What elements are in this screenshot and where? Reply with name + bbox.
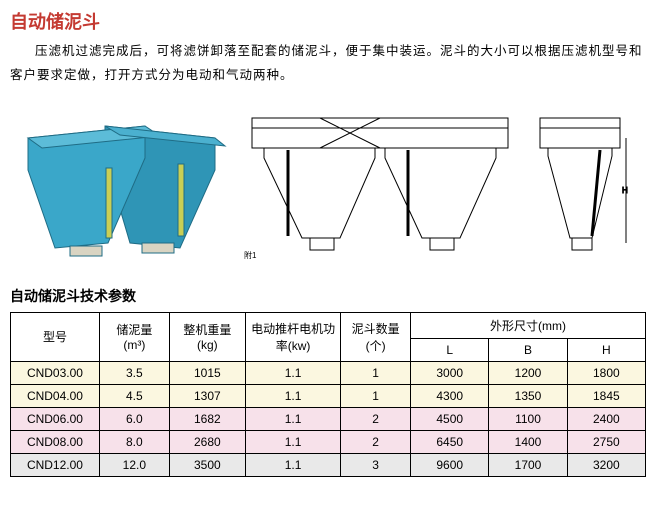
col-volume: 储泥量(m³): [99, 312, 169, 361]
table-row: CND08.008.026801.12645014002750: [11, 430, 646, 453]
cell-count: 2: [341, 407, 411, 430]
cell-model: CND03.00: [11, 361, 100, 384]
cell-B: 1100: [489, 407, 567, 430]
cell-weight: 1015: [169, 361, 245, 384]
cell-count: 3: [341, 453, 411, 476]
cell-H: 2750: [567, 430, 645, 453]
table-row: CND12.0012.035001.13960017003200: [11, 453, 646, 476]
cell-L: 4500: [411, 407, 489, 430]
col-weight: 整机重量(kg): [169, 312, 245, 361]
figure-row: 附1 H: [10, 98, 646, 268]
cell-power: 1.1: [245, 453, 340, 476]
technical-drawing-front: 附1: [240, 98, 520, 268]
cell-volume: 4.5: [99, 384, 169, 407]
cell-H: 3200: [567, 453, 645, 476]
cell-B: 1350: [489, 384, 567, 407]
product-photo: [10, 98, 230, 268]
cell-power: 1.1: [245, 361, 340, 384]
col-B: B: [489, 338, 567, 361]
cell-L: 3000: [411, 361, 489, 384]
page-title: 自动储泥斗: [10, 8, 646, 34]
cell-weight: 1682: [169, 407, 245, 430]
cell-B: 1400: [489, 430, 567, 453]
cell-count: 2: [341, 430, 411, 453]
cell-L: 9600: [411, 453, 489, 476]
table-title: 自动储泥斗技术参数: [10, 286, 646, 306]
svg-text:H: H: [622, 186, 628, 195]
col-H: H: [567, 338, 645, 361]
cell-B: 1700: [489, 453, 567, 476]
table-row: CND06.006.016821.12450011002400: [11, 407, 646, 430]
cell-volume: 12.0: [99, 453, 169, 476]
cell-weight: 1307: [169, 384, 245, 407]
cell-count: 1: [341, 361, 411, 384]
cell-model: CND04.00: [11, 384, 100, 407]
table-header-row-1: 型号 储泥量(m³) 整机重量(kg) 电动推杆电机功率(kw) 泥斗数量(个)…: [11, 312, 646, 338]
table-row: CND03.003.510151.11300012001800: [11, 361, 646, 384]
spec-table: 型号 储泥量(m³) 整机重量(kg) 电动推杆电机功率(kw) 泥斗数量(个)…: [10, 312, 646, 477]
cell-power: 1.1: [245, 430, 340, 453]
cell-H: 1800: [567, 361, 645, 384]
cell-power: 1.1: [245, 407, 340, 430]
col-model: 型号: [11, 312, 100, 361]
cell-L: 4300: [411, 384, 489, 407]
cell-volume: 3.5: [99, 361, 169, 384]
technical-drawing-side: H: [530, 98, 630, 268]
cell-weight: 2680: [169, 430, 245, 453]
cell-count: 1: [341, 384, 411, 407]
cell-weight: 3500: [169, 453, 245, 476]
col-power: 电动推杆电机功率(kw): [245, 312, 340, 361]
cell-volume: 8.0: [99, 430, 169, 453]
cell-model: CND12.00: [11, 453, 100, 476]
col-L: L: [411, 338, 489, 361]
cell-L: 6450: [411, 430, 489, 453]
cell-model: CND06.00: [11, 407, 100, 430]
col-count: 泥斗数量(个): [341, 312, 411, 361]
cell-model: CND08.00: [11, 430, 100, 453]
cell-power: 1.1: [245, 384, 340, 407]
cell-H: 2400: [567, 407, 645, 430]
table-row: CND04.004.513071.11430013501845: [11, 384, 646, 407]
cell-H: 1845: [567, 384, 645, 407]
svg-text:附1: 附1: [244, 250, 257, 260]
cell-B: 1200: [489, 361, 567, 384]
cell-volume: 6.0: [99, 407, 169, 430]
description: 压滤机过滤完成后，可将滤饼卸落至配套的储泥斗，便于集中装运。泥斗的大小可以根据压…: [10, 40, 646, 88]
col-dims: 外形尺寸(mm): [411, 312, 646, 338]
